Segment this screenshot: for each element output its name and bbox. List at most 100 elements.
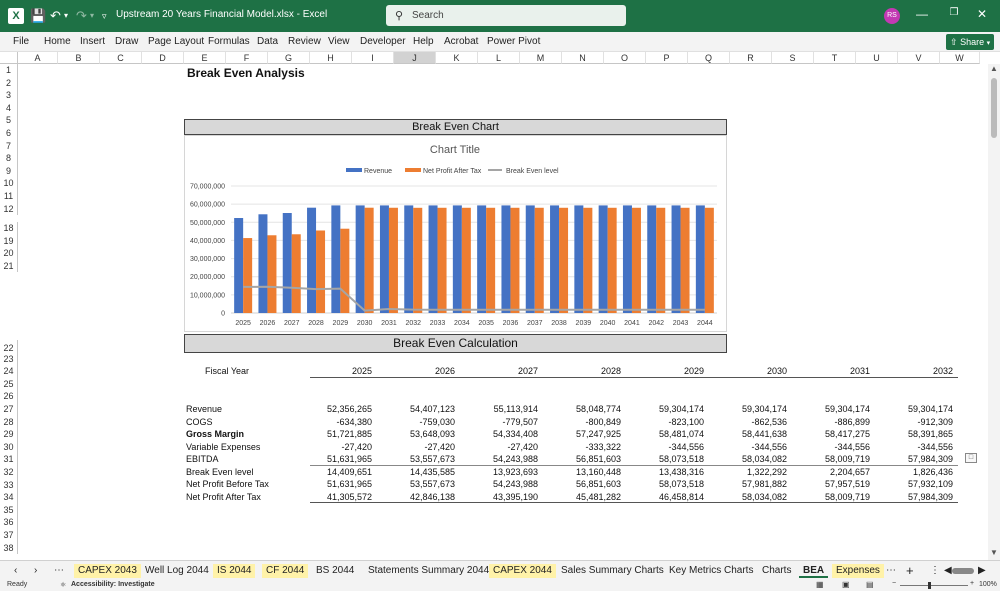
sheet-tab-capex-2044[interactable]: CAPEX 2044 — [489, 564, 556, 578]
column-header-f[interactable]: F — [226, 52, 268, 64]
sheet-tab-well-log-2044[interactable]: Well Log 2044 — [145, 565, 209, 576]
redo-icon[interactable]: ↷ — [76, 8, 87, 23]
more-tabs-right-icon[interactable]: ⋯ — [886, 565, 896, 576]
row-header-10[interactable]: 10 — [0, 177, 18, 190]
row-header-29[interactable]: 29 — [0, 428, 18, 441]
row-header-24[interactable]: 24 — [0, 365, 18, 378]
tab-data[interactable]: Data — [257, 36, 279, 47]
column-header-g[interactable]: G — [268, 52, 310, 64]
sheet-tab-is-2044[interactable]: IS 2044 — [213, 564, 256, 578]
sheet-tab-expenses[interactable]: Expenses — [832, 564, 884, 578]
row-header-7[interactable]: 7 — [0, 139, 18, 153]
column-header-a[interactable]: A — [18, 52, 58, 64]
more-tabs-left-icon[interactable]: ⋯ — [54, 565, 64, 576]
column-header-k[interactable]: K — [436, 52, 478, 64]
row-header-31[interactable]: 31 — [0, 453, 18, 466]
row-header-20[interactable]: 20 — [0, 247, 18, 260]
row-header-34[interactable]: 34 — [0, 491, 18, 504]
select-all-corner[interactable] — [0, 52, 18, 64]
hscroll-left-icon[interactable]: ◀ — [944, 565, 952, 576]
tab-review[interactable]: Review — [288, 36, 321, 47]
column-header-s[interactable]: S — [772, 52, 814, 64]
close-icon[interactable]: ✕ — [976, 7, 988, 21]
column-header-c[interactable]: C — [100, 52, 142, 64]
zoom-slider[interactable] — [900, 585, 968, 586]
row-header-3[interactable]: 3 — [0, 89, 18, 102]
tab-view[interactable]: View — [328, 36, 350, 47]
row-header-6[interactable]: 6 — [0, 127, 18, 140]
add-sheet-icon[interactable]: + — [906, 563, 914, 578]
customize-toolbar-icon[interactable]: ▿ — [102, 11, 107, 21]
row-header-35[interactable]: 35 — [0, 503, 18, 517]
undo-icon[interactable]: ↶ — [50, 8, 61, 23]
undo-dropdown-icon[interactable]: ▾ — [64, 11, 69, 20]
column-header-b[interactable]: B — [58, 52, 100, 64]
row-header-32[interactable]: 32 — [0, 466, 18, 479]
column-header-r[interactable]: R — [730, 52, 772, 64]
row-header-38[interactable]: 38 — [0, 541, 18, 555]
page-layout-view-icon[interactable]: ▣ — [842, 580, 850, 589]
column-header-m[interactable]: M — [520, 52, 562, 64]
tab-developer[interactable]: Developer — [360, 36, 406, 47]
row-header-18[interactable]: 18 — [0, 222, 18, 235]
column-header-d[interactable]: D — [142, 52, 184, 64]
tab-power-pivot[interactable]: Power Pivot — [487, 36, 541, 47]
row-header-4[interactable]: 4 — [0, 101, 18, 115]
horizontal-scroll-thumb[interactable] — [952, 568, 974, 574]
sheet-tab-bea[interactable]: BEA — [799, 564, 829, 578]
row-header-8[interactable]: 8 — [0, 152, 18, 165]
column-header-t[interactable]: T — [814, 52, 856, 64]
sheet-options-icon[interactable]: ⋮ — [930, 565, 940, 576]
scroll-thumb[interactable] — [991, 78, 997, 138]
column-header-l[interactable]: L — [478, 52, 520, 64]
redo-dropdown-icon[interactable]: ▾ — [90, 11, 95, 20]
column-header-q[interactable]: Q — [688, 52, 730, 64]
tab-home[interactable]: Home — [44, 36, 71, 47]
column-header-e[interactable]: E — [184, 52, 226, 64]
column-header-w[interactable]: W — [940, 52, 980, 64]
scroll-down-icon[interactable]: ▼ — [990, 548, 998, 557]
row-header-33[interactable]: 33 — [0, 478, 18, 492]
tab-file[interactable]: File — [13, 36, 30, 47]
tab-acrobat[interactable]: Acrobat — [444, 36, 479, 47]
search-input[interactable]: ⚲ Search — [386, 5, 626, 26]
break-even-chart[interactable]: Chart Title Revenue Net Profit After Tax Br… — [184, 135, 727, 332]
column-header-i[interactable]: I — [352, 52, 394, 64]
column-header-n[interactable]: N — [562, 52, 604, 64]
column-header-h[interactable]: H — [310, 52, 352, 64]
row-header-1[interactable]: 1 — [0, 64, 18, 77]
paste-options-icon[interactable]: □ — [965, 453, 977, 463]
tab-page-layout[interactable]: Page Layout — [148, 36, 205, 47]
tab-insert[interactable]: Insert — [80, 36, 106, 47]
tab-draw[interactable]: Draw — [115, 36, 139, 47]
sheet-tab-charts[interactable]: Charts — [762, 565, 792, 576]
row-header-36[interactable]: 36 — [0, 516, 18, 529]
row-header-9[interactable]: 9 — [0, 164, 18, 178]
row-header-22[interactable]: 22 — [0, 340, 18, 356]
row-header-26[interactable]: 26 — [0, 390, 18, 403]
row-header-2[interactable]: 2 — [0, 76, 18, 90]
sheet-tab-sales-summary-charts[interactable]: Sales Summary Charts — [561, 565, 664, 576]
row-header-28[interactable]: 28 — [0, 415, 18, 429]
vertical-scrollbar[interactable]: ▲ ▼ — [988, 64, 1000, 560]
hscroll-right-icon[interactable]: ▶ — [978, 565, 986, 576]
row-header-12[interactable]: 12 — [0, 202, 18, 216]
sheet-tab-key-metrics-charts[interactable]: Key Metrics Charts — [669, 565, 754, 576]
sheet-tab-cf-2044[interactable]: CF 2044 — [262, 564, 309, 578]
row-header-30[interactable]: 30 — [0, 440, 18, 454]
sheet-tab-statements-summary-2044[interactable]: Statements Summary 2044 — [368, 565, 490, 576]
minimize-icon[interactable]: — — [916, 7, 928, 21]
sheet-tab-capex-2043[interactable]: CAPEX 2043 — [74, 564, 141, 578]
column-header-o[interactable]: O — [604, 52, 646, 64]
row-header-27[interactable]: 27 — [0, 403, 18, 416]
accessibility-status[interactable]: Accessibility: Investigate — [71, 581, 155, 588]
column-header-v[interactable]: V — [898, 52, 940, 64]
avatar[interactable]: RS — [884, 8, 900, 24]
row-header-19[interactable]: 19 — [0, 234, 18, 248]
column-header-p[interactable]: P — [646, 52, 688, 64]
restore-icon[interactable]: ❐ — [949, 7, 959, 18]
share-button[interactable]: ⇧ Share ▾ — [946, 34, 994, 50]
row-header-5[interactable]: 5 — [0, 114, 18, 127]
zoom-in-icon[interactable]: + — [970, 580, 975, 587]
tab-scroll-right-icon[interactable]: › — [34, 565, 38, 576]
